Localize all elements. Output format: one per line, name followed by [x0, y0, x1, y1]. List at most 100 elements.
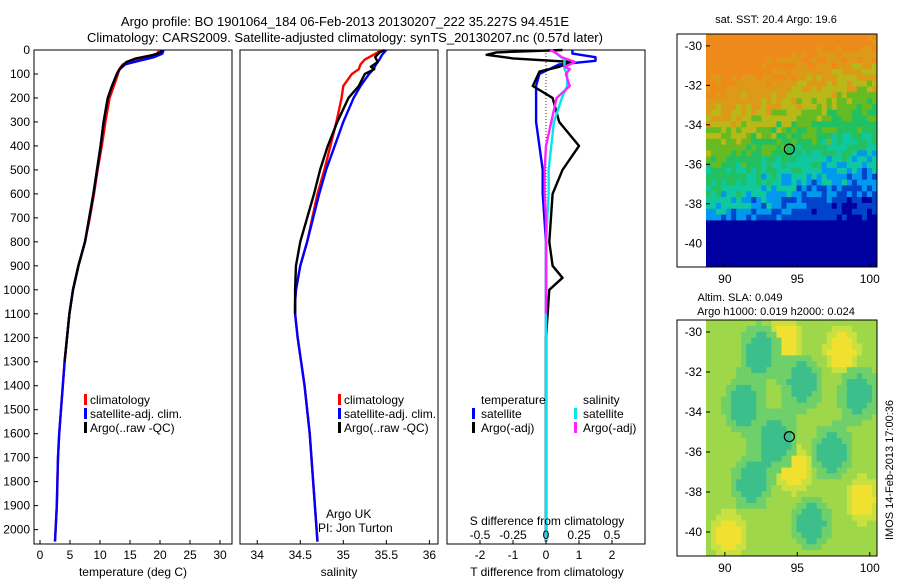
heatmap-cell [711, 408, 717, 415]
heatmap-cell [786, 121, 792, 128]
heatmap-cell [791, 208, 797, 215]
heatmap-cell [861, 45, 868, 52]
x-tick-label: -2 [475, 548, 486, 562]
heatmap-cell [771, 179, 777, 186]
heatmap-cell [736, 63, 742, 70]
heatmap-cell [871, 202, 878, 210]
heatmap-cell [741, 538, 747, 545]
heatmap-cell [781, 514, 787, 521]
sla-map-axes: 90 95 100-30-32-34-36-38-40 [685, 325, 880, 575]
heatmap-cell [746, 526, 752, 533]
heatmap-cell [841, 337, 848, 344]
heatmap-cell [751, 320, 757, 327]
heatmap-cell [836, 103, 843, 111]
heatmap-cell [841, 185, 848, 192]
heatmap-cell [791, 438, 797, 445]
heatmap-cell [781, 86, 787, 93]
heatmap-cell [831, 532, 838, 539]
heatmap-cell [821, 57, 828, 64]
heatmap-cell [771, 144, 777, 151]
heatmap-cell [831, 121, 838, 128]
heatmap-cell [796, 320, 802, 327]
heatmap-cell [811, 432, 818, 439]
heatmap-cell [781, 532, 787, 539]
heatmap-cell [761, 497, 767, 504]
heatmap-cell [866, 202, 873, 210]
heatmap-cell [826, 485, 833, 492]
heatmap-cell [866, 361, 873, 368]
heatmap-cell [751, 98, 757, 105]
heatmap-cell [866, 325, 873, 333]
heatmap-cell [711, 367, 717, 374]
heatmap-cell [796, 138, 802, 146]
heatmap-cell [836, 396, 843, 403]
heatmap-cell [836, 173, 843, 181]
heatmap-cell [771, 396, 777, 403]
heatmap-cell [791, 426, 797, 433]
heatmap-cell [786, 526, 792, 533]
heatmap-cell [716, 396, 722, 403]
heatmap-cell [766, 390, 772, 398]
heatmap-cell [841, 497, 848, 504]
heatmap-cell [841, 220, 848, 227]
heatmap-cell [821, 432, 828, 439]
heatmap-cell [761, 191, 767, 198]
heatmap-cell [791, 197, 797, 204]
heatmap-cell [741, 455, 747, 462]
heatmap-cell [806, 379, 813, 386]
map-x-tick-label: 100 [860, 561, 880, 575]
heatmap-cell [801, 538, 807, 545]
heatmap-cell [801, 526, 807, 533]
heatmap-cell [761, 173, 767, 181]
heatmap-cell [801, 532, 807, 539]
heatmap-cell [776, 432, 782, 439]
heatmap-cell [866, 103, 873, 111]
heatmap-cell [706, 34, 712, 41]
heatmap-cell [811, 185, 818, 192]
heatmap-cell [726, 473, 732, 480]
heatmap-cell [816, 526, 823, 533]
heatmap-cell [806, 202, 813, 210]
heatmap-cell [801, 367, 807, 374]
heatmap-cell [731, 514, 737, 521]
heatmap-cell [766, 526, 772, 533]
heatmap-cell [851, 179, 858, 186]
heatmap-cell [846, 109, 853, 116]
depth-tick-label: 1200 [3, 331, 30, 345]
heatmap-cell [816, 379, 823, 386]
heatmap-cell [806, 473, 813, 480]
heatmap-cell [836, 133, 843, 140]
heatmap-cell [761, 426, 767, 433]
heatmap-cell [806, 343, 813, 350]
heatmap-cell [861, 349, 868, 356]
heatmap-cell [831, 51, 838, 58]
heatmap-cell [786, 432, 792, 439]
heatmap-cell [741, 449, 747, 457]
heatmap-cell [761, 255, 767, 262]
heatmap-cell [866, 449, 873, 457]
heatmap-cell [706, 396, 712, 403]
heatmap-cell [866, 384, 873, 392]
heatmap-cell [861, 414, 868, 421]
heatmap-cell [706, 243, 712, 250]
heatmap-cell [806, 497, 813, 504]
heatmap-cell [751, 337, 757, 344]
heatmap-cell [826, 479, 833, 486]
heatmap-cell [791, 361, 797, 368]
heatmap-cell [776, 45, 782, 52]
heatmap-cell [846, 449, 853, 457]
heatmap-cell [776, 243, 782, 250]
heatmap-cell [771, 520, 777, 527]
heatmap-cell [861, 508, 868, 516]
heatmap-cell [756, 185, 762, 192]
heatmap-cell [821, 197, 828, 204]
heatmap-cell [726, 144, 732, 151]
heatmap-cell [726, 179, 732, 186]
heatmap-cell [706, 68, 712, 76]
heatmap-cell [771, 544, 777, 551]
heatmap-cell [741, 185, 747, 192]
heatmap-cell [751, 485, 757, 492]
heatmap-cell [866, 438, 873, 445]
heatmap-cell [746, 514, 752, 521]
heatmap-cell [816, 109, 823, 116]
